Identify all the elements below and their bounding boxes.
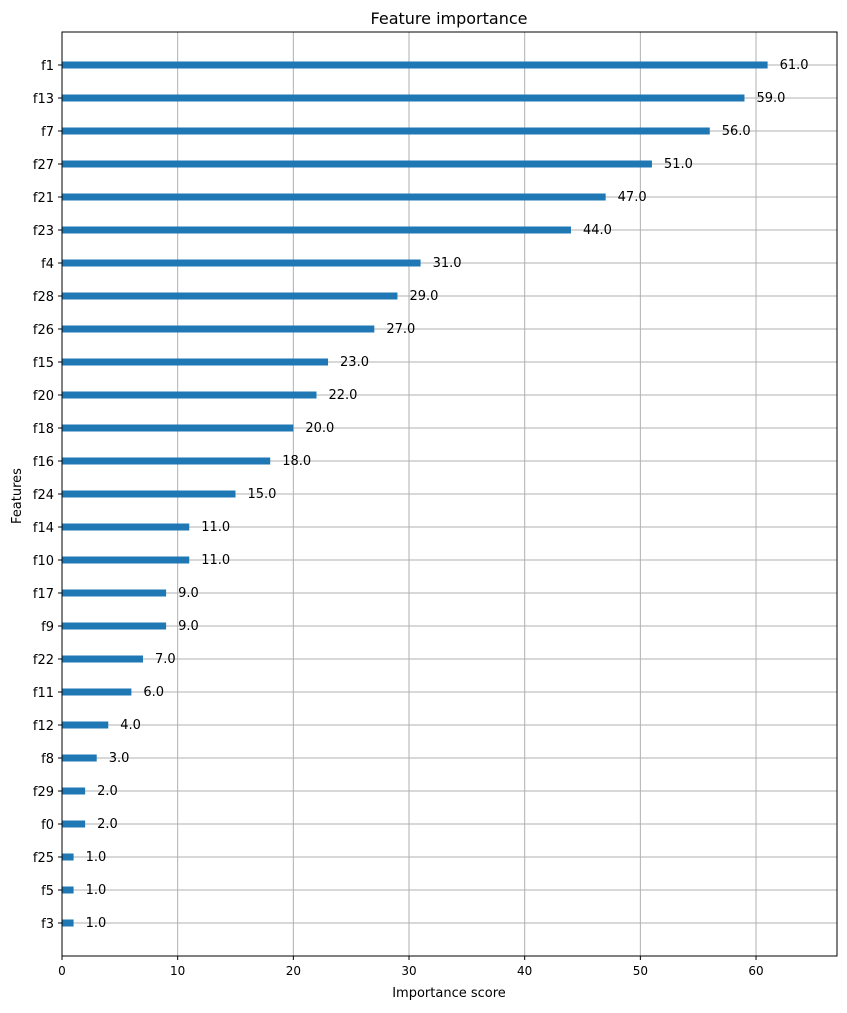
y-tick-label: f26 bbox=[33, 323, 54, 338]
bar-f15 bbox=[62, 358, 329, 366]
x-tick-label: 30 bbox=[401, 964, 416, 978]
bar-f9 bbox=[62, 622, 167, 630]
value-label: 59.0 bbox=[756, 91, 785, 106]
value-label: 6.0 bbox=[143, 685, 164, 700]
y-tick-label: f29 bbox=[33, 785, 54, 800]
y-tick-label: f21 bbox=[33, 191, 54, 206]
x-tick-label: 20 bbox=[286, 964, 301, 978]
y-tick-label: f7 bbox=[41, 125, 54, 140]
y-tick-label: f24 bbox=[33, 488, 54, 503]
value-label: 9.0 bbox=[178, 586, 199, 601]
value-label: 29.0 bbox=[409, 289, 438, 304]
bar-f24 bbox=[62, 490, 236, 498]
bar-f25 bbox=[62, 853, 74, 861]
y-tick-label: f10 bbox=[33, 554, 54, 569]
value-label: 4.0 bbox=[120, 718, 141, 733]
bar-f22 bbox=[62, 655, 143, 663]
bar-f29 bbox=[62, 787, 86, 795]
value-label: 1.0 bbox=[86, 883, 107, 898]
bar-f12 bbox=[62, 721, 109, 729]
value-label: 44.0 bbox=[583, 223, 612, 238]
y-tick-label: f13 bbox=[33, 92, 54, 107]
y-tick-label: f0 bbox=[41, 818, 54, 833]
y-tick-label: f14 bbox=[33, 521, 54, 536]
value-label: 11.0 bbox=[201, 520, 230, 535]
y-tick-label: f23 bbox=[33, 224, 54, 239]
x-axis-label: Importance score bbox=[392, 986, 506, 1001]
bar-f18 bbox=[62, 424, 294, 432]
bar-f11 bbox=[62, 688, 132, 696]
value-label: 18.0 bbox=[282, 454, 311, 469]
bar-f14 bbox=[62, 523, 190, 531]
bar-f16 bbox=[62, 457, 271, 465]
y-tick-label: f3 bbox=[41, 917, 54, 932]
value-label: 1.0 bbox=[86, 916, 107, 931]
value-label: 27.0 bbox=[386, 322, 415, 337]
bar-f4 bbox=[62, 259, 421, 267]
y-tick-label: f22 bbox=[33, 653, 54, 668]
y-axis-label: Features bbox=[10, 468, 25, 524]
bar-f1 bbox=[62, 61, 768, 69]
bar-f20 bbox=[62, 391, 317, 399]
y-tick-label: f1 bbox=[41, 59, 54, 74]
bar-f17 bbox=[62, 589, 167, 597]
y-tick-label: f27 bbox=[33, 158, 54, 173]
value-label: 31.0 bbox=[433, 256, 462, 271]
value-label: 11.0 bbox=[201, 553, 230, 568]
y-tick-label: f4 bbox=[41, 257, 54, 272]
value-label: 9.0 bbox=[178, 619, 199, 634]
y-tick-label: f8 bbox=[41, 752, 54, 767]
bar-f26 bbox=[62, 325, 375, 333]
bar-f8 bbox=[62, 754, 97, 762]
y-tick-label: f17 bbox=[33, 587, 54, 602]
chart-title: Feature importance bbox=[371, 9, 528, 28]
bar-f27 bbox=[62, 160, 652, 168]
x-tick-label: 50 bbox=[633, 964, 648, 978]
value-label: 7.0 bbox=[155, 652, 176, 667]
x-tick-label: 0 bbox=[58, 964, 66, 978]
y-tick-label: f25 bbox=[33, 851, 54, 866]
y-tick-label: f12 bbox=[33, 719, 54, 734]
bar-f7 bbox=[62, 127, 710, 135]
y-tick-label: f9 bbox=[41, 620, 54, 635]
value-labels-layer: 61.0 59.0 56.0 51.0 47.0 44.0 31.0 29.0 27.0 23.0… bbox=[86, 58, 809, 931]
y-tick-label: f18 bbox=[33, 422, 54, 437]
y-tick-label: f20 bbox=[33, 389, 54, 404]
value-label: 23.0 bbox=[340, 355, 369, 370]
bar-f28 bbox=[62, 292, 398, 300]
plot-frame bbox=[61, 31, 838, 957]
y-tick-label: f16 bbox=[33, 455, 54, 470]
bar-f0 bbox=[62, 820, 86, 828]
value-label: 56.0 bbox=[722, 124, 751, 139]
value-label: 51.0 bbox=[664, 157, 693, 172]
bar-f5 bbox=[62, 886, 74, 894]
value-label: 15.0 bbox=[248, 487, 277, 502]
value-label: 47.0 bbox=[618, 190, 647, 205]
bars-layer bbox=[62, 61, 768, 927]
value-label: 2.0 bbox=[97, 784, 118, 799]
bar-f3 bbox=[62, 919, 74, 927]
bar-f23 bbox=[62, 226, 571, 234]
value-label: 2.0 bbox=[97, 817, 118, 832]
x-tick-label: 40 bbox=[517, 964, 532, 978]
value-label: 61.0 bbox=[780, 58, 809, 73]
value-label: 22.0 bbox=[328, 388, 357, 403]
x-ticks-layer: 0 10 20 30 40 50 60 bbox=[58, 956, 764, 978]
bar-f13 bbox=[62, 94, 745, 102]
y-tick-label: f28 bbox=[33, 290, 54, 305]
y-ticks-layer: f1 f13 f7 f27 f21 f23 f4 f28 f26 f15 f20 f18 f16 f24 f… bbox=[33, 59, 62, 932]
x-tick-label: 60 bbox=[748, 964, 763, 978]
bar-f21 bbox=[62, 193, 606, 201]
y-tick-label: f15 bbox=[33, 356, 54, 371]
x-tick-label: 10 bbox=[170, 964, 185, 978]
y-tick-label: f5 bbox=[41, 884, 54, 899]
y-tick-label: f11 bbox=[33, 686, 54, 701]
value-label: 20.0 bbox=[305, 421, 334, 436]
value-label: 1.0 bbox=[86, 850, 107, 865]
bar-f10 bbox=[62, 556, 190, 564]
value-label: 3.0 bbox=[109, 751, 130, 766]
